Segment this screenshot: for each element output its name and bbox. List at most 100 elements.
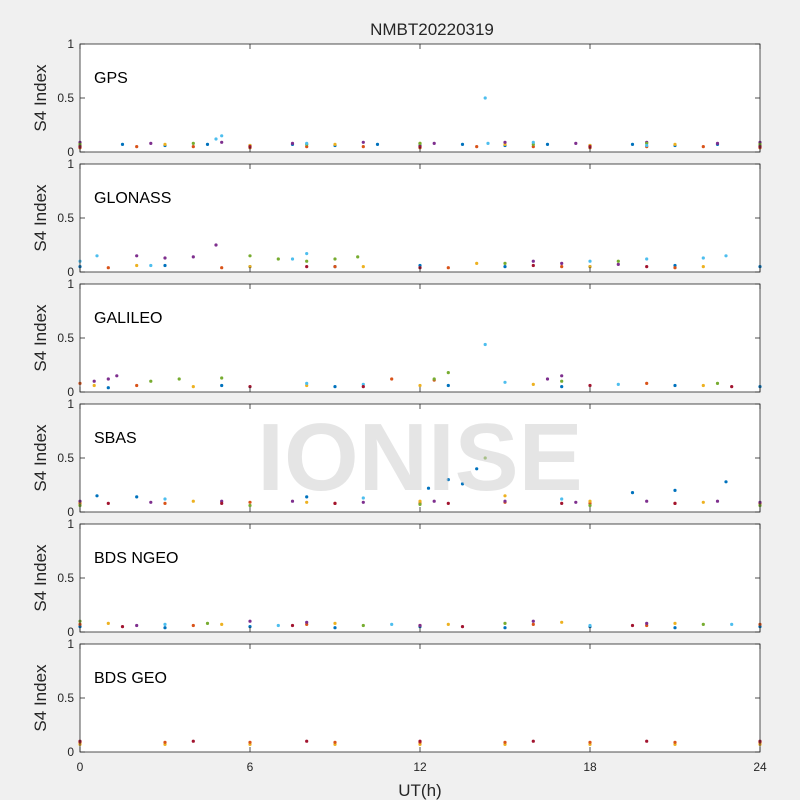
data-point [503, 261, 507, 265]
figure-title: NMBT20220319 [370, 20, 494, 39]
data-point [149, 379, 153, 383]
data-point [432, 377, 436, 381]
data-point [630, 623, 635, 628]
data-point [220, 501, 224, 505]
data-point [92, 379, 96, 383]
data-point [333, 501, 337, 505]
data-point [503, 499, 507, 503]
data-point [191, 499, 195, 503]
data-point [149, 263, 153, 268]
panel-label: GALILEO [94, 310, 162, 327]
data-point [361, 140, 365, 144]
data-point [630, 142, 635, 146]
y-tick-label: 0.5 [57, 451, 74, 465]
series-3 [135, 619, 649, 628]
data-point [673, 740, 677, 744]
series-3 [92, 374, 564, 383]
data-point [560, 379, 564, 383]
y-tick-label: 0 [67, 145, 74, 159]
data-point [645, 621, 649, 626]
data-point [163, 256, 167, 260]
data-point [673, 266, 677, 270]
data-point [135, 145, 139, 149]
data-point [588, 383, 592, 388]
data-point [673, 488, 677, 492]
data-point [715, 499, 720, 503]
data-point [503, 621, 507, 626]
y-axis-label: S4 Index [31, 64, 50, 132]
data-point [95, 494, 99, 498]
data-point [503, 740, 507, 744]
data-point [486, 141, 490, 145]
data-point [418, 623, 422, 628]
data-point [645, 739, 649, 743]
data-point [135, 383, 139, 388]
data-point [673, 626, 677, 630]
data-point [290, 623, 295, 628]
y-tick-label: 0.5 [57, 91, 74, 105]
y-tick-label: 0.5 [57, 211, 74, 225]
data-point [673, 621, 677, 626]
data-point [333, 265, 337, 269]
data-point [483, 342, 487, 347]
data-point [645, 381, 649, 385]
data-point [503, 380, 507, 384]
data-point [560, 385, 564, 389]
series-3 [135, 243, 620, 266]
data-point [163, 740, 167, 744]
data-point [205, 142, 210, 146]
series-0 [106, 383, 762, 390]
data-point [191, 623, 195, 628]
data-point [220, 134, 224, 138]
series-0 [95, 467, 728, 499]
panel-5: 0 0.5 1 BDS GEO S4 Index [31, 637, 762, 759]
data-point [333, 142, 337, 146]
data-point [531, 263, 535, 268]
data-point [390, 622, 394, 627]
data-point [220, 140, 224, 144]
y-tick-label: 0 [67, 505, 74, 519]
data-point [361, 382, 365, 386]
data-point [106, 386, 110, 390]
data-point [560, 265, 564, 269]
data-point [163, 622, 167, 627]
data-point [92, 383, 96, 388]
data-point [588, 740, 592, 744]
data-point [503, 494, 507, 498]
y-tick-label: 0.5 [57, 331, 74, 345]
data-point [724, 480, 728, 484]
data-point [715, 381, 720, 385]
y-axis-label: S4 Index [31, 544, 50, 612]
y-tick-label: 0 [67, 625, 74, 639]
series-4 [78, 619, 705, 628]
data-point [333, 621, 337, 626]
data-point [418, 383, 422, 388]
data-point [115, 374, 119, 378]
y-tick-label: 1 [67, 397, 74, 411]
data-point [220, 383, 224, 388]
y-tick-label: 0.5 [57, 691, 74, 705]
y-tick-label: 1 [67, 517, 74, 531]
data-point [460, 625, 465, 629]
series-2 [106, 620, 677, 627]
y-tick-label: 0 [67, 265, 74, 279]
series-5 [214, 96, 649, 148]
data-point [588, 145, 592, 149]
data-point [120, 625, 125, 629]
series-4 [248, 254, 620, 265]
y-tick-label: 1 [67, 37, 74, 51]
data-point [390, 377, 394, 381]
x-tick-label: 0 [77, 760, 84, 774]
watermark: IONISE [257, 404, 582, 511]
data-point [214, 137, 218, 141]
data-point [483, 96, 487, 100]
series-3 [78, 499, 762, 504]
data-point [191, 385, 195, 389]
data-point [475, 467, 479, 471]
panel-label: GLONASS [94, 190, 171, 207]
data-point [276, 623, 280, 628]
data-point [305, 259, 309, 263]
y-tick-label: 1 [67, 157, 74, 171]
data-point [305, 252, 309, 256]
